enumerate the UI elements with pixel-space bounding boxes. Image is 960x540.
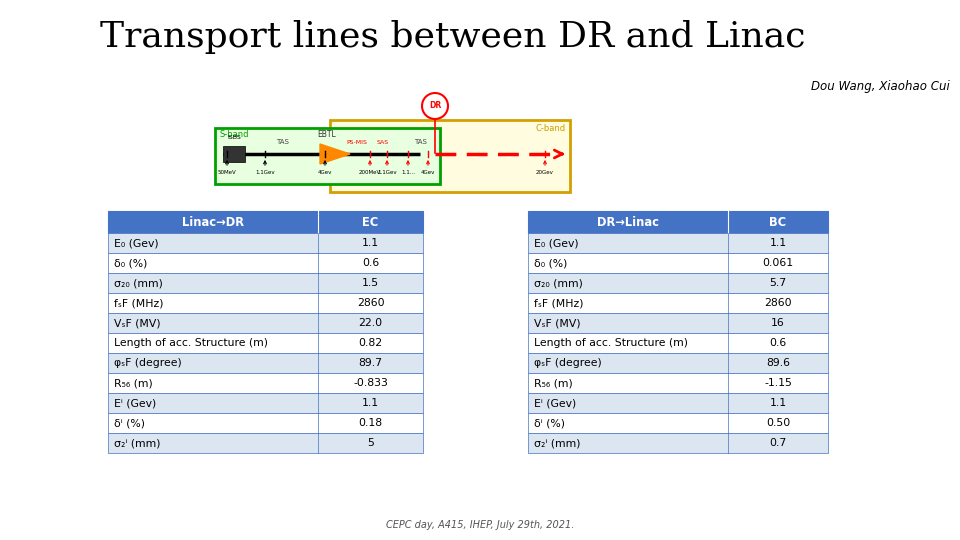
- Text: 89.6: 89.6: [766, 358, 790, 368]
- Text: φₛF (degree): φₛF (degree): [114, 358, 181, 368]
- Text: 1.1: 1.1: [769, 238, 786, 248]
- Bar: [108, 273, 423, 293]
- Bar: [108, 393, 423, 413]
- Text: 0.6: 0.6: [769, 338, 786, 348]
- Text: σ₂₀ (mm): σ₂₀ (mm): [114, 278, 163, 288]
- Text: ISBS: ISBS: [228, 135, 241, 140]
- Text: 0.82: 0.82: [358, 338, 383, 348]
- Bar: [528, 393, 828, 413]
- Text: σ₂₀ (mm): σ₂₀ (mm): [534, 278, 583, 288]
- Text: DR: DR: [429, 102, 442, 111]
- Text: 22.0: 22.0: [358, 318, 383, 328]
- Text: C-band: C-band: [536, 124, 566, 133]
- Bar: [108, 233, 423, 253]
- Text: SAS: SAS: [377, 140, 389, 145]
- Bar: [528, 413, 828, 433]
- Bar: [528, 373, 828, 393]
- Text: 0.6: 0.6: [362, 258, 379, 268]
- Text: 0.18: 0.18: [358, 418, 383, 428]
- Text: 1.1Gev: 1.1Gev: [255, 170, 275, 175]
- Text: Eⁱ (Gev): Eⁱ (Gev): [114, 398, 156, 408]
- Text: EC: EC: [362, 215, 378, 228]
- Text: δⁱ (%): δⁱ (%): [534, 418, 565, 428]
- Text: 1.5: 1.5: [362, 278, 379, 288]
- Text: fₛF (MHz): fₛF (MHz): [534, 298, 584, 308]
- Text: 0.50: 0.50: [766, 418, 790, 428]
- Text: φₛF (degree): φₛF (degree): [534, 358, 602, 368]
- Text: 0.061: 0.061: [762, 258, 794, 268]
- Text: 2860: 2860: [357, 298, 384, 308]
- Bar: [528, 333, 828, 353]
- Bar: [528, 233, 828, 253]
- Text: 2860: 2860: [764, 298, 792, 308]
- Text: δ₀ (%): δ₀ (%): [534, 258, 567, 268]
- Bar: [108, 333, 423, 353]
- Bar: [108, 413, 423, 433]
- Bar: [108, 293, 423, 313]
- Text: 1.1Gev: 1.1Gev: [377, 170, 396, 175]
- Text: CEPC day, A415, IHEP, July 29th, 2021.: CEPC day, A415, IHEP, July 29th, 2021.: [386, 520, 574, 530]
- Bar: [528, 433, 828, 453]
- Text: R₅₆ (m): R₅₆ (m): [114, 378, 153, 388]
- Text: Length of acc. Structure (m): Length of acc. Structure (m): [534, 338, 688, 348]
- Text: fₛF (MHz): fₛF (MHz): [114, 298, 163, 308]
- Text: R₅₆ (m): R₅₆ (m): [534, 378, 573, 388]
- Text: -1.15: -1.15: [764, 378, 792, 388]
- Text: 20Gev: 20Gev: [536, 170, 554, 175]
- Text: VₛF (MV): VₛF (MV): [534, 318, 581, 328]
- Text: 1.1: 1.1: [362, 398, 379, 408]
- Text: 4Gev: 4Gev: [420, 170, 435, 175]
- Polygon shape: [320, 144, 350, 164]
- Bar: [528, 293, 828, 313]
- Bar: [108, 313, 423, 333]
- Text: 5: 5: [367, 438, 374, 448]
- Text: TAS: TAS: [414, 139, 426, 145]
- Text: σ₂ⁱ (mm): σ₂ⁱ (mm): [534, 438, 581, 448]
- Text: 16: 16: [771, 318, 785, 328]
- Text: Transport lines between DR and Linac: Transport lines between DR and Linac: [100, 20, 805, 54]
- Bar: [528, 253, 828, 273]
- Bar: [108, 373, 423, 393]
- Text: TAS: TAS: [276, 139, 289, 145]
- Text: Length of acc. Structure (m): Length of acc. Structure (m): [114, 338, 268, 348]
- Text: PS-MIS: PS-MIS: [347, 140, 368, 145]
- Text: 1.1...: 1.1...: [401, 170, 415, 175]
- Text: E₀ (Gev): E₀ (Gev): [534, 238, 579, 248]
- Text: -0.833: -0.833: [353, 378, 388, 388]
- Text: σ₂ⁱ (mm): σ₂ⁱ (mm): [114, 438, 160, 448]
- Text: 50MeV: 50MeV: [218, 170, 236, 175]
- Text: DR→Linac: DR→Linac: [597, 215, 659, 228]
- Bar: [528, 353, 828, 373]
- Text: E₀ (Gev): E₀ (Gev): [114, 238, 158, 248]
- Bar: [528, 211, 828, 233]
- Bar: [528, 273, 828, 293]
- Text: Linac→DR: Linac→DR: [182, 215, 244, 228]
- Bar: [528, 313, 828, 333]
- Text: Dou Wang, Xiaohao Cui: Dou Wang, Xiaohao Cui: [811, 80, 950, 93]
- Bar: [215, 128, 440, 184]
- Text: S-band: S-band: [219, 130, 249, 139]
- Text: 200MeV: 200MeV: [359, 170, 381, 175]
- Text: 5.7: 5.7: [769, 278, 786, 288]
- Bar: [330, 120, 570, 192]
- Text: Eⁱ (Gev): Eⁱ (Gev): [534, 398, 576, 408]
- Bar: [223, 146, 245, 162]
- Text: 1.1: 1.1: [362, 238, 379, 248]
- Text: δ₀ (%): δ₀ (%): [114, 258, 148, 268]
- Text: δⁱ (%): δⁱ (%): [114, 418, 145, 428]
- Text: 4Gev: 4Gev: [318, 170, 332, 175]
- Text: VₛF (MV): VₛF (MV): [114, 318, 160, 328]
- Bar: [108, 353, 423, 373]
- Text: 0.7: 0.7: [769, 438, 786, 448]
- Bar: [108, 433, 423, 453]
- Text: 1.1: 1.1: [769, 398, 786, 408]
- Text: EBTL: EBTL: [318, 130, 336, 139]
- Text: BC: BC: [769, 215, 786, 228]
- Bar: [108, 253, 423, 273]
- Text: 89.7: 89.7: [358, 358, 382, 368]
- Bar: [108, 211, 423, 233]
